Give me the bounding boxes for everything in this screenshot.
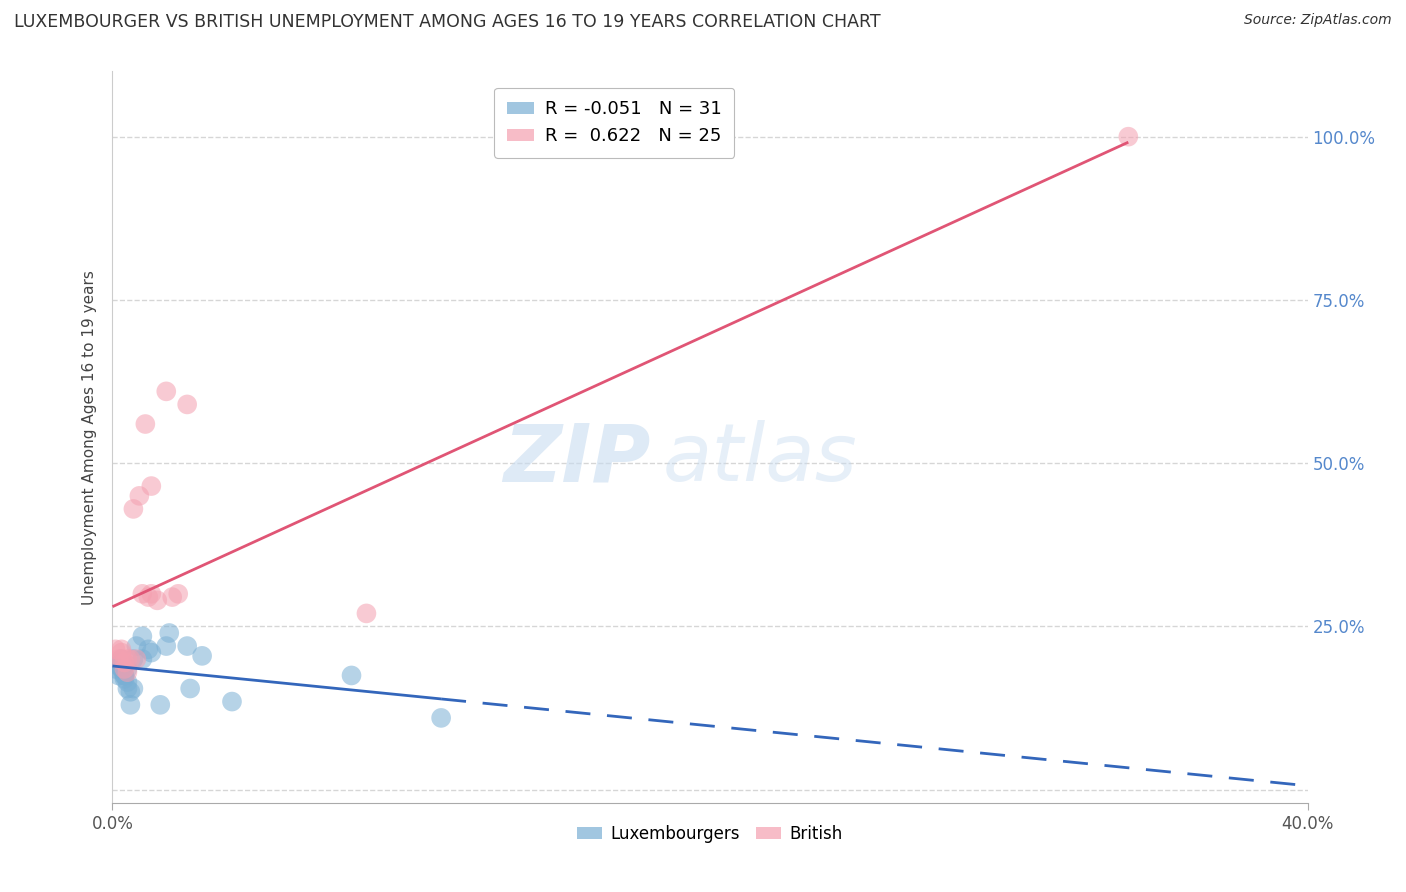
Point	[128, 489, 150, 503]
Point	[104, 642, 127, 657]
Point	[155, 639, 177, 653]
Text: atlas: atlas	[662, 420, 858, 498]
Point	[114, 668, 135, 682]
Y-axis label: Unemployment Among Ages 16 to 19 years: Unemployment Among Ages 16 to 19 years	[82, 269, 97, 605]
Point	[107, 658, 129, 673]
Point	[340, 668, 363, 682]
Point	[114, 658, 135, 673]
Point	[356, 607, 378, 621]
Point	[110, 652, 132, 666]
Point	[104, 662, 127, 676]
Point	[131, 629, 153, 643]
Point	[176, 639, 198, 653]
Point	[114, 662, 135, 676]
Point	[117, 675, 139, 690]
Point	[114, 668, 135, 682]
Point	[117, 662, 139, 676]
Point	[110, 662, 132, 676]
Point	[110, 646, 132, 660]
Point	[122, 502, 145, 516]
Point	[131, 587, 153, 601]
Point	[120, 698, 142, 712]
Point	[114, 656, 135, 670]
Point	[125, 639, 148, 653]
Text: LUXEMBOURGER VS BRITISH UNEMPLOYMENT AMONG AGES 16 TO 19 YEARS CORRELATION CHART: LUXEMBOURGER VS BRITISH UNEMPLOYMENT AMO…	[14, 13, 880, 31]
Point	[221, 695, 243, 709]
Text: Source: ZipAtlas.com: Source: ZipAtlas.com	[1244, 13, 1392, 28]
Point	[179, 681, 201, 696]
Point	[141, 587, 163, 601]
Point	[141, 479, 163, 493]
Point	[430, 711, 453, 725]
Point	[120, 652, 142, 666]
Point	[107, 652, 129, 666]
Point	[134, 417, 156, 431]
Point	[117, 681, 139, 696]
Text: ZIP: ZIP	[503, 420, 651, 498]
Point	[107, 668, 129, 682]
Point	[1118, 129, 1140, 144]
Point	[146, 593, 169, 607]
Point	[167, 587, 190, 601]
Point	[149, 698, 172, 712]
Point	[157, 626, 180, 640]
Point	[155, 384, 177, 399]
Point	[162, 590, 183, 604]
Point	[138, 590, 160, 604]
Point	[120, 685, 142, 699]
Point	[138, 642, 160, 657]
Point	[110, 642, 132, 657]
Point	[122, 681, 145, 696]
Point	[122, 652, 145, 666]
Point	[110, 652, 132, 666]
Point	[117, 652, 139, 666]
Point	[117, 665, 139, 680]
Legend: Luxembourgers, British: Luxembourgers, British	[571, 818, 849, 849]
Point	[176, 397, 198, 411]
Point	[141, 646, 163, 660]
Point	[110, 656, 132, 670]
Point	[125, 652, 148, 666]
Point	[114, 672, 135, 686]
Point	[131, 652, 153, 666]
Point	[191, 648, 214, 663]
